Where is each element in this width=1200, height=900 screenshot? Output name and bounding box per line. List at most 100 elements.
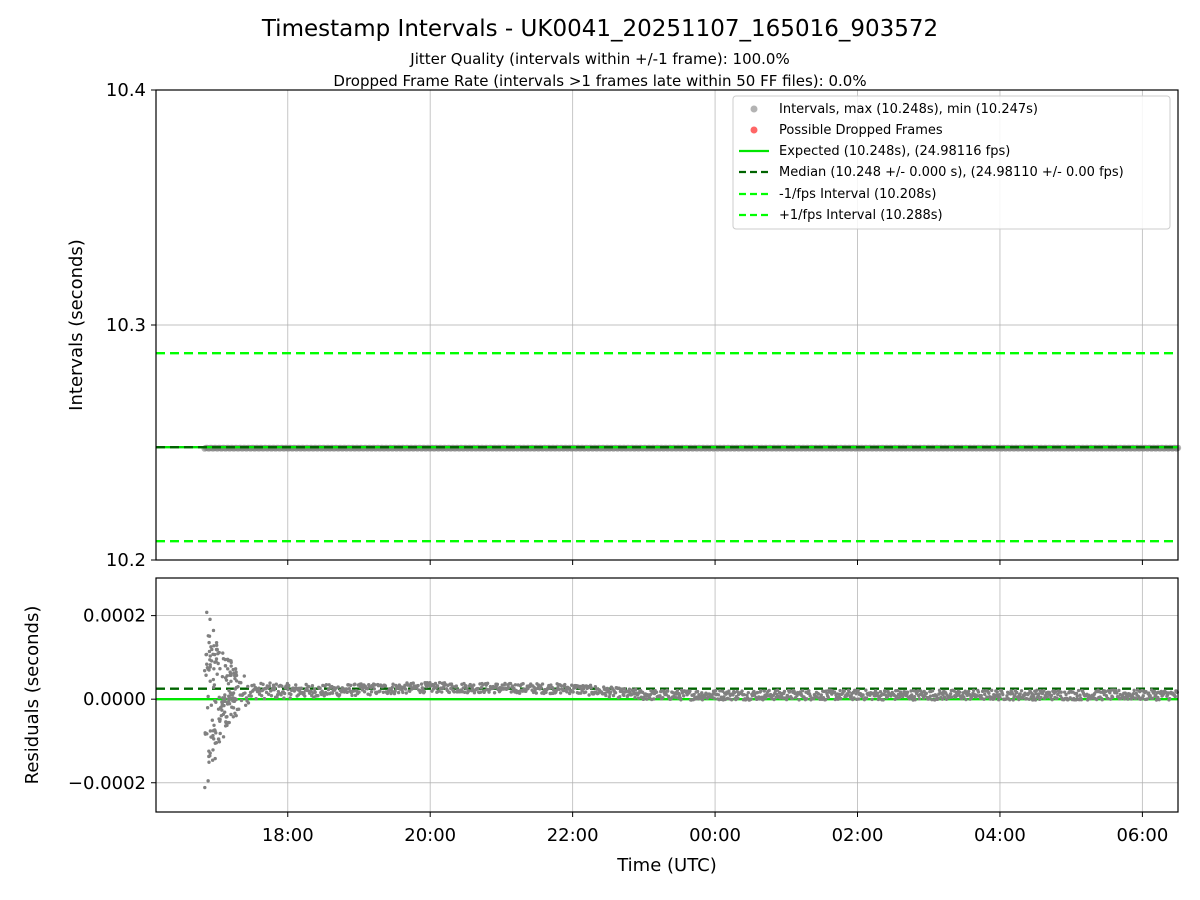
residual-point [746,690,751,695]
residual-point [611,693,616,698]
residual-point [816,692,821,696]
residual-point [1145,697,1150,701]
residual-point [204,673,208,677]
residual-point [782,689,787,694]
residual-point [205,662,209,666]
residual-point [1150,696,1154,701]
residual-point [604,693,608,698]
residual-point [345,690,349,695]
residual-point [634,687,638,692]
residual-point [246,684,250,689]
residual-point [729,698,734,702]
residual-point [305,688,310,693]
residual-point [716,693,721,697]
residual-point [1005,694,1009,698]
residual-point [639,695,643,699]
residual-point [232,699,236,704]
intervals-x-ticks [287,560,1143,565]
residual-point [557,687,561,692]
residual-point [217,717,221,721]
residual-point [963,689,967,693]
residual-point [208,654,212,658]
residual-point [681,694,686,698]
residual-point [987,691,991,695]
residual-point [403,683,407,688]
residual-point [1115,691,1119,695]
residual-point [310,684,315,688]
residual-point [544,690,548,695]
residual-point [627,687,632,691]
residual-point [262,696,267,701]
x-tick-label: 18:00 [262,825,314,846]
residual-point [495,682,500,687]
residual-point [1075,694,1079,699]
y-tick-label: 0.0000 [83,689,146,710]
residual-point [229,664,233,668]
residual-point [280,684,284,688]
residual-point [896,688,900,693]
residual-point [229,679,233,684]
residual-point [244,696,249,700]
residual-point [713,688,718,693]
residual-point [1001,692,1005,697]
residual-point [1033,698,1038,702]
residual-point [208,658,212,662]
residual-point [823,697,828,702]
residual-point [807,689,811,693]
residual-point [227,694,231,698]
residual-point [856,688,860,693]
residual-point [732,691,737,695]
residual-point [540,682,545,686]
residual-point [797,698,801,702]
legend-label-intervals: Intervals, max (10.248s), min (10.247s) [779,102,1038,117]
residual-point [203,731,207,735]
residual-point [205,706,210,710]
residual-point [226,682,231,686]
legend-marker-dropped [750,126,758,134]
residual-point [212,644,216,648]
residual-point [547,686,552,690]
residual-point [688,689,692,693]
residual-point [1141,694,1145,698]
residual-point [203,785,207,790]
residual-point [231,696,235,700]
residual-point [479,686,484,690]
residual-point [571,690,575,694]
residual-point [1047,690,1052,695]
residual-point [928,694,933,698]
legend-label-minus-fps: -1/fps Interval (10.208s) [779,187,936,202]
residual-point [208,679,212,683]
residual-point [1144,690,1148,694]
residual-point [210,647,214,652]
residual-point [1079,697,1084,702]
residual-point [303,694,307,698]
residual-point [330,691,335,695]
residual-point [654,690,659,694]
residual-point [883,689,888,694]
residual-point [344,687,349,691]
residual-point [1103,689,1108,694]
residual-point [718,689,722,693]
residual-point [209,735,213,739]
residual-point [223,664,228,668]
residual-point [476,686,480,691]
y-tick-label: 10.4 [106,80,146,101]
residuals-points [202,610,1180,790]
residual-point [433,681,438,686]
legend-label-median: Median (10.248 +/- 0.000 s), (24.98110 +… [779,165,1124,180]
residual-point [212,667,216,671]
residual-point [353,682,357,686]
residual-point [565,690,569,694]
residuals-plot-frame [155,577,1179,813]
residual-point [606,688,611,692]
residual-point [229,660,233,665]
residual-point [214,640,219,645]
residual-point [318,686,322,690]
intervals-y-ticks: 10.2 10.3 10.4 [106,80,156,571]
residual-point [485,681,490,686]
residual-point [487,690,491,694]
residual-point [788,689,792,693]
residual-point [336,685,340,689]
residual-point [221,696,225,700]
residual-point [450,684,454,688]
